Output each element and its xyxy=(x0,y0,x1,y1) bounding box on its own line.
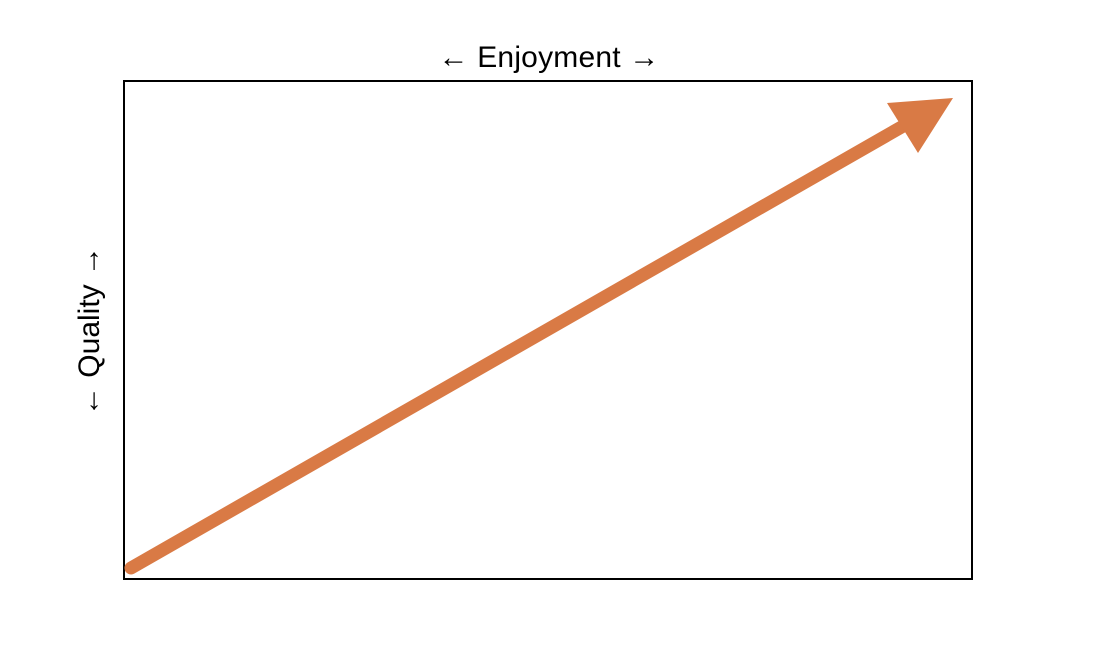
x-axis-label: ← Enjoyment → xyxy=(438,41,660,74)
trend-arrow-shaft xyxy=(124,118,912,575)
trend-arrow-head xyxy=(887,98,953,153)
plot-frame xyxy=(123,80,973,580)
